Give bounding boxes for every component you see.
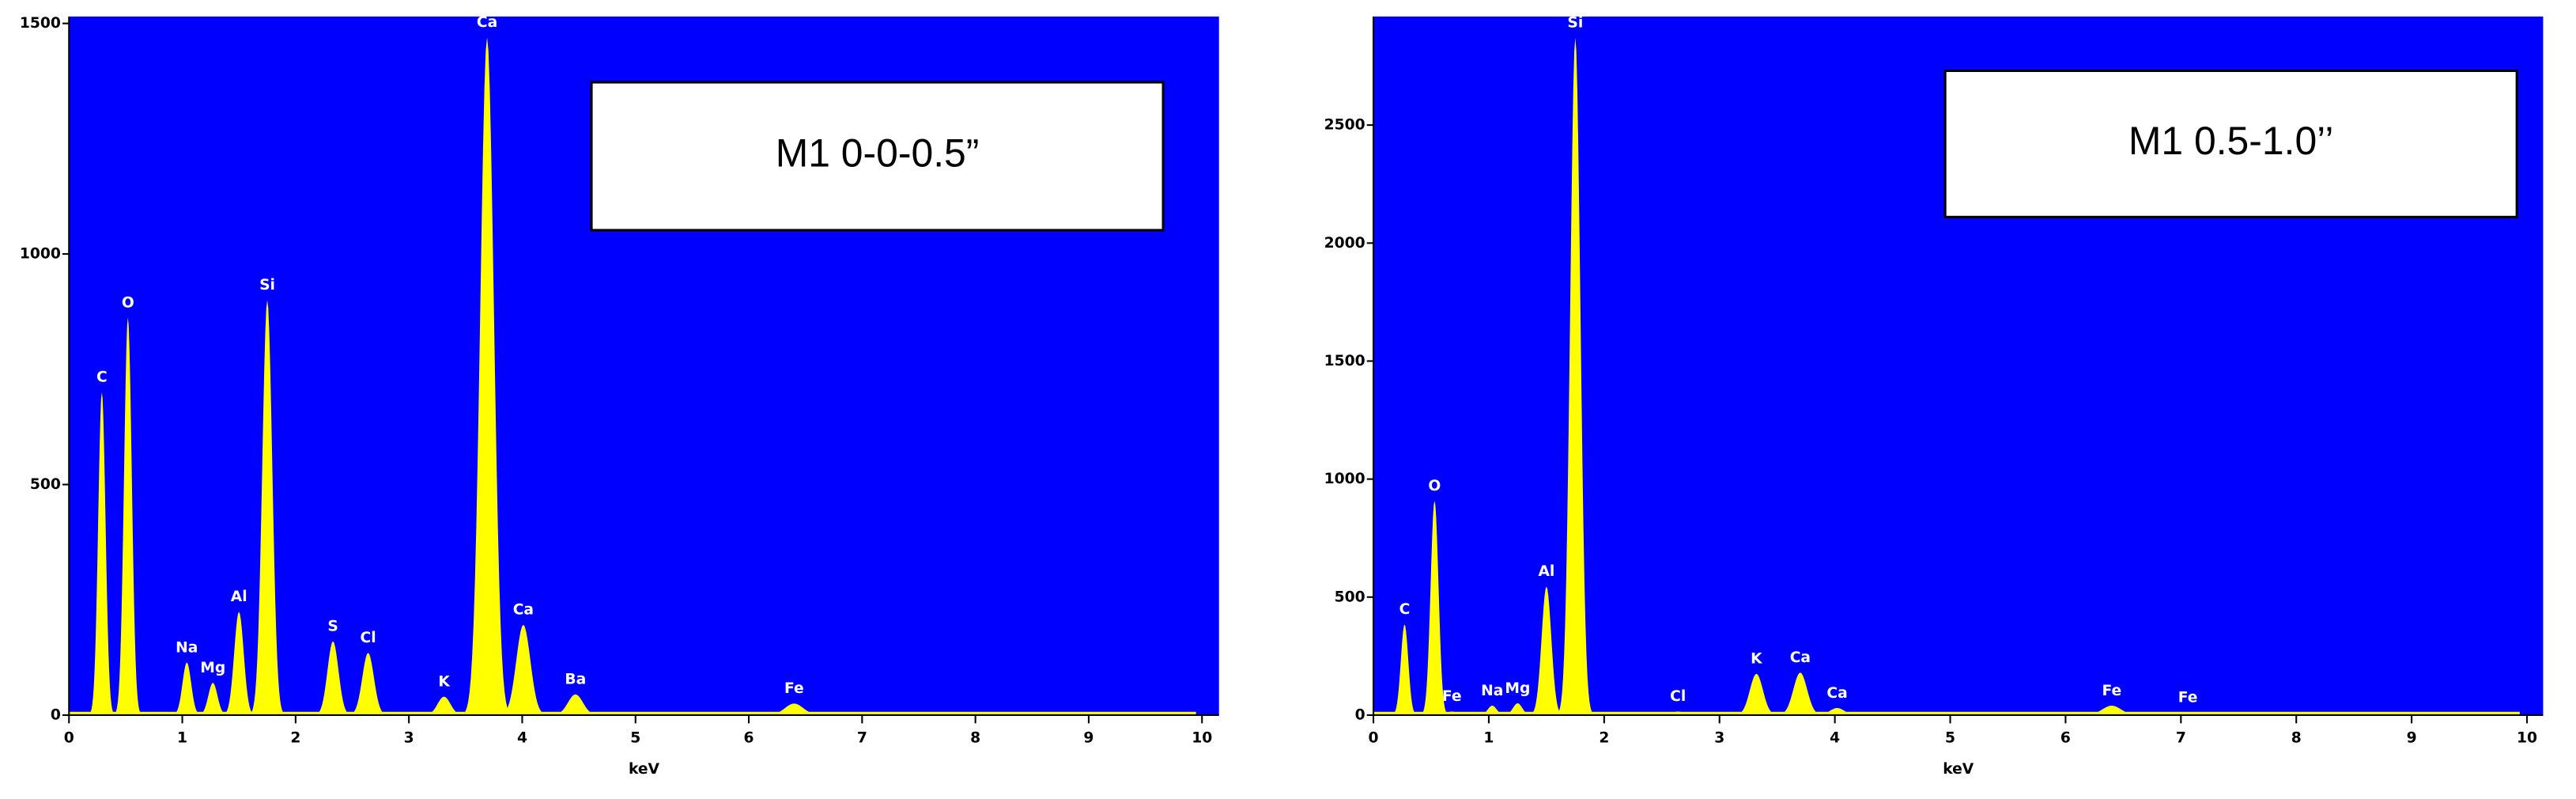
x-tick-label: 3 [1714,730,1724,747]
y-tick-label: 1500 [1324,353,1365,369]
y-tick-label: 1000 [20,246,61,263]
peak [1773,672,1828,715]
y-tick-label: 1000 [1324,471,1365,487]
x-tick-label: 10 [1192,730,1212,747]
peak-label: Cl [361,630,376,646]
y-tick-label: 0 [1355,706,1365,723]
peak-label: C [96,369,108,386]
x-tick-label: 0 [64,730,74,747]
y-tick-label: 2000 [1324,235,1365,252]
x-tick-label: 9 [1083,730,1093,747]
x-tick-label: 6 [2060,730,2071,747]
peak [1435,711,1468,715]
x-tick-label: 1 [177,730,187,747]
baseline-band [69,711,1196,715]
y-tick-label: 0 [51,706,61,723]
peak-label: Fe [2102,683,2121,699]
title-box [1943,69,2518,218]
peak-label: O [1428,478,1441,494]
x-tick-label: 5 [630,730,640,747]
y-tick-label: 1500 [20,15,61,32]
peak-label: Ca [1826,685,1847,702]
peak-label: O [122,294,134,311]
peak-label: Ca [477,14,497,31]
x-tick-label: 9 [2407,730,2417,747]
peak [220,612,259,715]
peak-label: Ba [565,672,586,688]
peak [2147,712,2228,715]
peak [495,624,552,715]
peak [1389,624,1420,715]
peak-label: Fe [2178,690,2198,706]
peak [169,662,205,715]
x-tick-label: 2 [290,730,300,747]
peak [345,653,391,715]
peak-label: Ca [513,601,534,618]
peak-label: Al [231,589,247,605]
peak [247,300,288,715]
peak-label: C [1399,601,1411,618]
x-tick-label: 5 [1945,730,1955,747]
peak [311,641,356,715]
x-tick-label: 2 [1599,730,1609,747]
peak [2074,706,2150,715]
peak [87,392,117,715]
x-tick-label: 3 [404,730,414,747]
peak [1808,707,1866,715]
peak [1474,706,1510,715]
x-tick-label: 7 [857,730,867,747]
peak [1499,703,1536,715]
x-tick-label: 0 [1369,730,1379,747]
peak [418,696,470,715]
peak [459,37,515,715]
peak-label: Na [176,639,198,656]
peak-label: Cl [1670,688,1686,705]
peak [112,317,144,715]
peak-label: K [438,673,451,690]
x-tick-label: 1 [1483,730,1494,747]
peak-label: Mg [200,660,225,676]
peak-label: Al [1538,563,1554,580]
peak [1418,501,1451,715]
peak [195,683,232,715]
peak-label: Na [1481,683,1503,699]
peak-label: Si [259,277,275,293]
x-axis-title: keV [1943,761,1974,778]
peak [757,703,831,715]
peak [546,694,606,715]
peak-label: K [1751,651,1763,668]
peak [1654,711,1702,715]
y-tick-label: 500 [1335,589,1365,605]
baseline-band [1373,711,2520,715]
peak [1730,673,1783,715]
peak-label: S [327,618,338,634]
y-tick-label: 2500 [1324,117,1365,134]
x-tick-label: 8 [2291,730,2302,747]
x-axis-title: keV [629,761,660,778]
peak [1554,37,1596,715]
peak-label: Fe [784,680,804,697]
peak-label: Ca [1790,649,1811,666]
chart-title: M1 0-0-0.5” [776,131,980,176]
peak-label: Mg [1505,680,1530,697]
peak [1527,586,1566,715]
x-tick-label: 4 [1830,730,1840,747]
x-tick-label: 7 [2176,730,2186,747]
x-tick-label: 6 [744,730,754,747]
x-tick-label: 10 [2517,730,2537,747]
x-tick-label: 8 [970,730,980,747]
x-tick-label: 4 [517,730,527,747]
chart-title: M1 0.5-1.0’’ [2128,119,2334,163]
peak-label: Fe [1442,688,1462,705]
y-tick-label: 500 [30,476,61,493]
title-box [590,81,1165,232]
peak-label: Si [1567,15,1583,32]
